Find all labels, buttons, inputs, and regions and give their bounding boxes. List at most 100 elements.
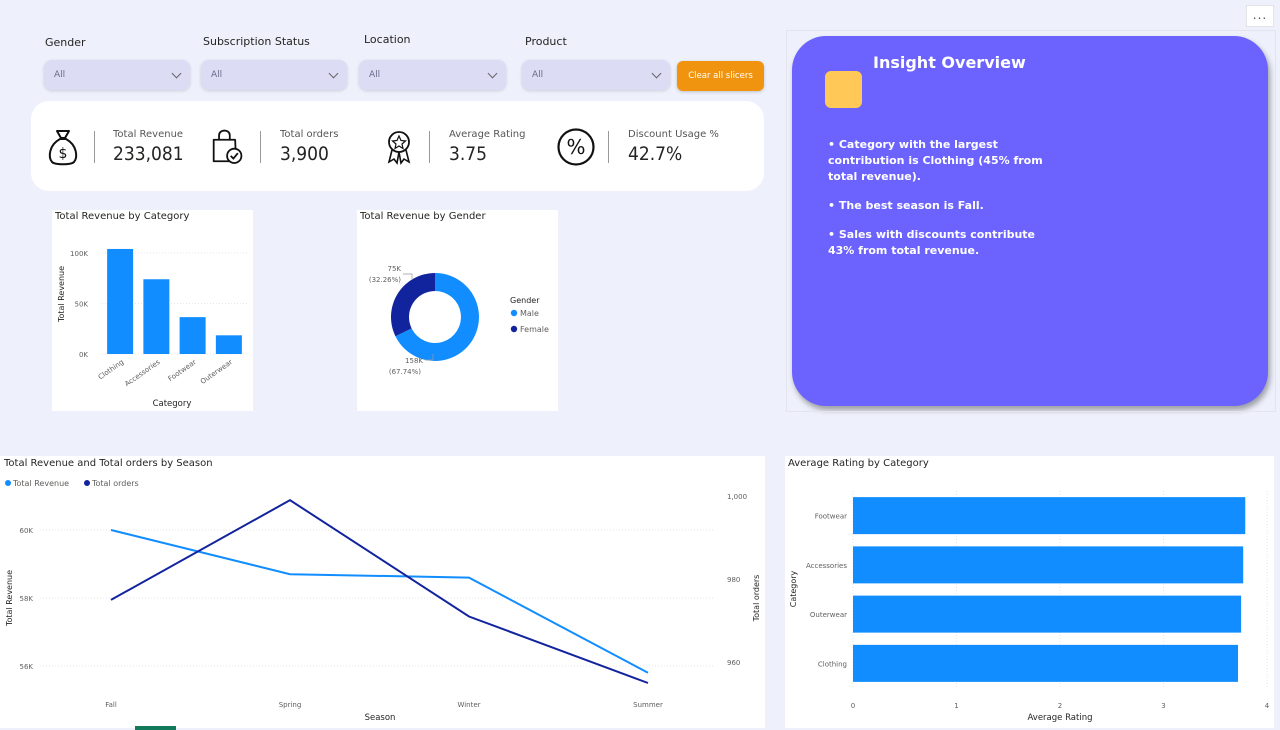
x-tick-label: 2: [1058, 702, 1062, 710]
money-bag-icon: $: [48, 130, 78, 166]
y-axis-label: Category: [789, 570, 798, 607]
y-tick-label: Outerwear: [810, 611, 847, 619]
slicer-value: All: [532, 70, 544, 80]
chart-title: Average Rating by Category: [788, 458, 929, 469]
x-tick-label: 0: [851, 702, 855, 710]
x-axis-label: Category: [153, 399, 192, 409]
right-y-tick-label: 960: [727, 659, 740, 667]
right-y-tick-label: 1,000: [727, 493, 747, 501]
chart-title: Total Revenue by Category: [55, 211, 190, 222]
product-slicer-dropdown[interactable]: All: [522, 60, 670, 90]
svg-text:$: $: [59, 146, 68, 162]
kpi-value-total-revenue: 233,081: [113, 143, 184, 165]
slicer-label-location: Location: [364, 33, 411, 46]
series-line-total-orders: [110, 498, 649, 684]
data-label-value: 75K: [388, 265, 402, 273]
legend-item: Male: [520, 309, 539, 318]
leader-line: [403, 273, 413, 280]
insight-overview-card: Insight Overview • Category with the lar…: [792, 36, 1268, 406]
bar-accessories: [143, 279, 170, 354]
chevron-down-icon: [651, 68, 662, 78]
bar-outerwear: [215, 335, 242, 354]
clear-all-slicers-button[interactable]: Clear all slicers: [677, 61, 764, 91]
subscription-status-slicer-dropdown[interactable]: All: [201, 60, 347, 90]
kpi-label-average-rating: Average Rating: [449, 129, 526, 140]
slicer-value: All: [54, 70, 66, 80]
insight-bullet: • Sales with discounts contribute 43% fr…: [828, 228, 1036, 257]
location-slicer-dropdown[interactable]: All: [359, 60, 506, 90]
page-tab-indicator[interactable]: [135, 726, 176, 730]
bar-footwear: [179, 317, 206, 354]
percent-icon: %: [557, 128, 595, 166]
slicer-label-product: Product: [525, 35, 567, 48]
y-tick-label: 50K: [75, 301, 89, 309]
bar-accessories: [853, 546, 1244, 584]
kpi-divider: [429, 131, 430, 163]
revenue-orders-by-season-chart[interactable]: Total Revenue and Total orders by Season…: [0, 456, 765, 728]
more-options-button[interactable]: ...: [1246, 5, 1274, 27]
x-tick-label: Fall: [105, 701, 117, 709]
average-rating-by-category-chart[interactable]: Average Rating by Category 0 1 2 3 4 Footwear…: [785, 456, 1274, 728]
slice-female: [391, 273, 435, 337]
y-tick-label: Footwear: [815, 513, 847, 521]
svg-text:%: %: [566, 135, 585, 159]
kpi-value-discount-usage: 42.7%: [628, 143, 683, 165]
gender-slicer-dropdown[interactable]: All: [44, 60, 190, 90]
y-tick-label: Accessories: [806, 562, 847, 570]
shopping-bag-icon: [212, 129, 243, 164]
x-tick-label: Accessories: [123, 358, 161, 388]
slicer-label-gender: Gender: [45, 36, 86, 49]
bar-outerwear: [853, 595, 1242, 633]
legend-marker: [84, 480, 90, 486]
y-tick-label: 0K: [79, 351, 88, 359]
slicer-value: All: [369, 70, 381, 80]
chevron-down-icon: [487, 68, 498, 78]
slice-male: [395, 273, 479, 361]
bar-footwear: [853, 497, 1246, 535]
x-tick-label: 4: [1265, 702, 1270, 710]
chevron-down-icon: [171, 68, 182, 78]
kpi-value-average-rating: 3.75: [449, 143, 488, 165]
insight-bullet: • The best season is Fall.: [828, 199, 984, 212]
left-y-tick-label: 58K: [20, 595, 34, 603]
leader-line: [425, 354, 434, 361]
legend-item: Total Revenue: [12, 479, 69, 488]
y-tick-label: Clothing: [818, 660, 847, 668]
legend-item: Total orders: [91, 479, 139, 488]
data-label-percent: (32.26%): [369, 276, 401, 284]
kpi-divider: [608, 131, 609, 163]
insight-bullet: • Category with the largest contribution…: [828, 138, 1043, 183]
x-tick-label: Summer: [633, 701, 663, 709]
x-axis-label: Average Rating: [1027, 713, 1092, 723]
x-tick-label: Winter: [457, 701, 480, 709]
right-y-axis-label: Total orders: [752, 575, 761, 623]
award-badge-icon: [387, 131, 411, 165]
revenue-by-gender-svg: 75K (32.26%) 158K (67.74%) Gender Male Female: [369, 265, 549, 376]
revenue-by-category-chart[interactable]: Total Revenue by Category 0K 50K 100K Cloth…: [52, 210, 253, 411]
insight-title: Insight Overview: [873, 53, 1026, 72]
left-y-axis-label: Total Revenue: [5, 570, 14, 627]
series-line-total-revenue: [110, 529, 649, 674]
x-tick-label: Clothing: [97, 358, 125, 381]
x-tick-label: Spring: [279, 701, 302, 709]
kpi-label-discount-usage: Discount Usage %: [628, 129, 719, 140]
kpi-divider: [94, 131, 95, 163]
slicer-value: All: [211, 70, 223, 80]
y-axis-label: Total Revenue: [57, 266, 66, 323]
kpi-label-total-revenue: Total Revenue: [113, 129, 184, 140]
revenue-by-gender-chart[interactable]: Total Revenue by Gender 75K (32.26%) 158K (…: [357, 210, 558, 411]
x-tick-label: 3: [1161, 702, 1165, 710]
legend-marker: [5, 480, 11, 486]
chevron-down-icon: [328, 68, 339, 78]
legend-marker: [510, 309, 518, 317]
left-y-tick-label: 56K: [20, 663, 34, 671]
slicer-label-subscription-status: Subscription Status: [203, 35, 310, 48]
kpi-value-total-orders: 3,900: [280, 143, 329, 165]
right-y-tick-label: 980: [727, 576, 740, 584]
left-y-tick-label: 60K: [20, 527, 34, 535]
x-tick-label: Outerwear: [199, 358, 234, 386]
data-label-value: 158K: [405, 357, 423, 365]
kpi-card: $ Total Revenue 233,081 Total orders 3,9…: [31, 101, 764, 191]
x-axis-label: Season: [365, 713, 396, 723]
